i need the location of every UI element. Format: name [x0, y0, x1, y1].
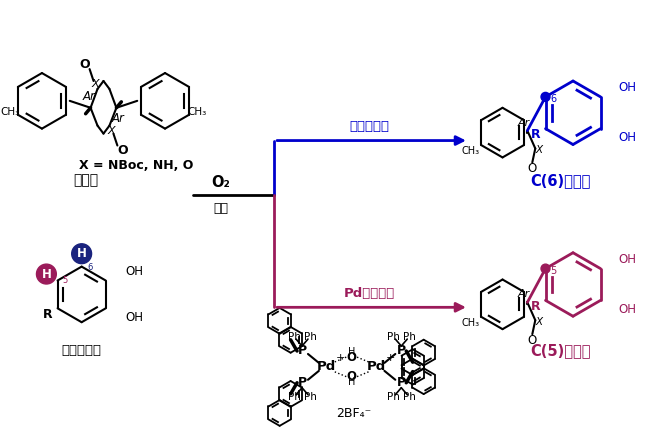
- Text: Ar: Ar: [112, 112, 125, 125]
- Text: X: X: [92, 79, 99, 89]
- Circle shape: [36, 264, 56, 284]
- Text: O: O: [528, 334, 537, 347]
- Circle shape: [541, 264, 550, 273]
- Text: H: H: [76, 247, 86, 260]
- Text: H: H: [348, 377, 355, 387]
- Text: 触媒フリー: 触媒フリー: [350, 120, 389, 133]
- Text: +: +: [386, 353, 395, 363]
- Text: Pd: Pd: [317, 360, 336, 373]
- Text: Pd: Pd: [367, 360, 386, 373]
- Text: O: O: [346, 370, 356, 383]
- Text: O: O: [79, 58, 90, 71]
- Text: Ph: Ph: [287, 332, 301, 342]
- Text: 6: 6: [87, 263, 92, 272]
- Circle shape: [72, 244, 92, 264]
- Text: X: X: [536, 317, 543, 327]
- Text: C(5)生成物: C(5)生成物: [530, 344, 590, 359]
- Text: H: H: [42, 267, 52, 280]
- Text: CH₃: CH₃: [188, 107, 206, 117]
- Text: Ph: Ph: [403, 332, 415, 342]
- Text: X: X: [536, 145, 543, 156]
- Text: R: R: [42, 308, 52, 321]
- Text: Ph: Ph: [403, 392, 415, 402]
- Text: Ph: Ph: [304, 332, 316, 342]
- Text: P: P: [397, 376, 406, 389]
- Text: Ar: Ar: [517, 118, 529, 128]
- Text: Ph: Ph: [387, 392, 400, 402]
- Text: CH₃: CH₃: [462, 318, 480, 328]
- Text: OH: OH: [618, 303, 636, 316]
- Text: カテコール: カテコール: [62, 344, 102, 357]
- Text: +: +: [336, 353, 346, 363]
- Text: P: P: [297, 376, 307, 389]
- Text: Ph: Ph: [387, 332, 400, 342]
- Text: X = NBoc, NH, O: X = NBoc, NH, O: [78, 159, 193, 172]
- Text: 5: 5: [63, 276, 68, 285]
- Text: OH: OH: [618, 81, 636, 95]
- Text: OH: OH: [618, 131, 636, 144]
- Text: R: R: [531, 128, 540, 141]
- Text: P: P: [297, 344, 307, 357]
- Text: 2BF₄⁻: 2BF₄⁻: [336, 407, 371, 420]
- Text: 加熱: 加熱: [213, 202, 228, 215]
- Text: CH₃: CH₃: [462, 146, 480, 156]
- Text: CH₃: CH₃: [0, 107, 19, 117]
- Text: 二量体: 二量体: [73, 173, 98, 187]
- Text: OH: OH: [618, 253, 636, 266]
- Text: O: O: [117, 144, 128, 157]
- Text: 5: 5: [550, 266, 557, 276]
- Text: Pd錯体触媒: Pd錯体触媒: [344, 287, 395, 300]
- Text: C(6)生成物: C(6)生成物: [530, 173, 590, 188]
- Text: X: X: [108, 126, 115, 135]
- Text: R: R: [531, 300, 540, 313]
- Text: OH: OH: [125, 265, 143, 278]
- Circle shape: [541, 92, 550, 101]
- Text: P: P: [397, 344, 406, 357]
- Text: 6: 6: [550, 94, 557, 104]
- Text: H: H: [348, 347, 355, 357]
- Text: O₂: O₂: [211, 175, 230, 190]
- Text: Ar: Ar: [82, 90, 95, 103]
- Text: OH: OH: [125, 311, 143, 324]
- Text: Ph: Ph: [304, 392, 316, 402]
- Text: O: O: [528, 162, 537, 175]
- Text: Ph: Ph: [287, 392, 301, 402]
- Text: O: O: [346, 351, 356, 364]
- Text: Ar: Ar: [517, 289, 529, 299]
